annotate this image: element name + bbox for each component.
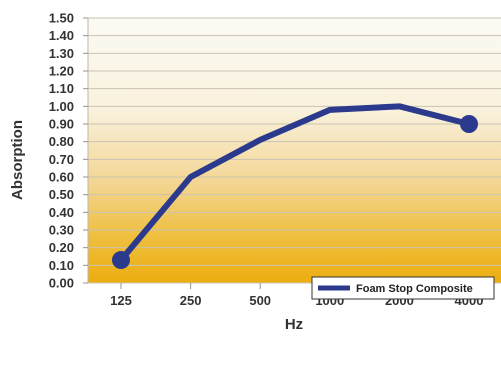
x-tick-label: 500 xyxy=(249,293,271,308)
legend: Foam Stop Composite xyxy=(311,276,495,300)
x-tick-label: 250 xyxy=(180,293,202,308)
y-tick-label: 0.10 xyxy=(49,258,74,273)
y-tick-label: 0.90 xyxy=(49,117,74,132)
y-tick-label: 0.60 xyxy=(49,170,74,185)
gridlines xyxy=(88,17,501,284)
series-layer xyxy=(112,103,478,270)
y-tick-label: 0.80 xyxy=(49,134,74,149)
y-tick-label: 0.40 xyxy=(49,205,74,220)
legend-label: Foam Stop Composite xyxy=(356,283,473,295)
x-axis-title: Hz xyxy=(285,316,303,333)
y-tick-label: 1.00 xyxy=(49,99,74,114)
y-tick-label: 1.50 xyxy=(49,11,74,26)
series-line xyxy=(118,103,472,264)
y-tick-label: 0.50 xyxy=(49,187,74,202)
legend-box xyxy=(311,276,495,300)
endpoint-marker xyxy=(112,251,130,270)
y-axis-title: Absorption xyxy=(9,120,26,200)
plot-background xyxy=(88,18,501,283)
x-tick-label: 125 xyxy=(110,293,132,308)
y-tick-label: 1.20 xyxy=(49,64,74,79)
y-tick-label: 0.00 xyxy=(49,276,74,291)
endpoint-marker xyxy=(460,115,478,133)
y-tick-label: 1.30 xyxy=(49,46,74,61)
y-tick-label: 1.10 xyxy=(49,81,74,96)
y-tick-label: 0.20 xyxy=(49,240,74,255)
y-tick-label: 0.70 xyxy=(49,152,74,167)
y-tick-labels: 0.00 0.10 0.20 0.30 0.40 0.50 0.60 0.70 0.80 0.90… xyxy=(49,11,88,291)
y-tick-label: 1.40 xyxy=(49,28,74,43)
y-tick-label: 0.30 xyxy=(49,223,74,238)
